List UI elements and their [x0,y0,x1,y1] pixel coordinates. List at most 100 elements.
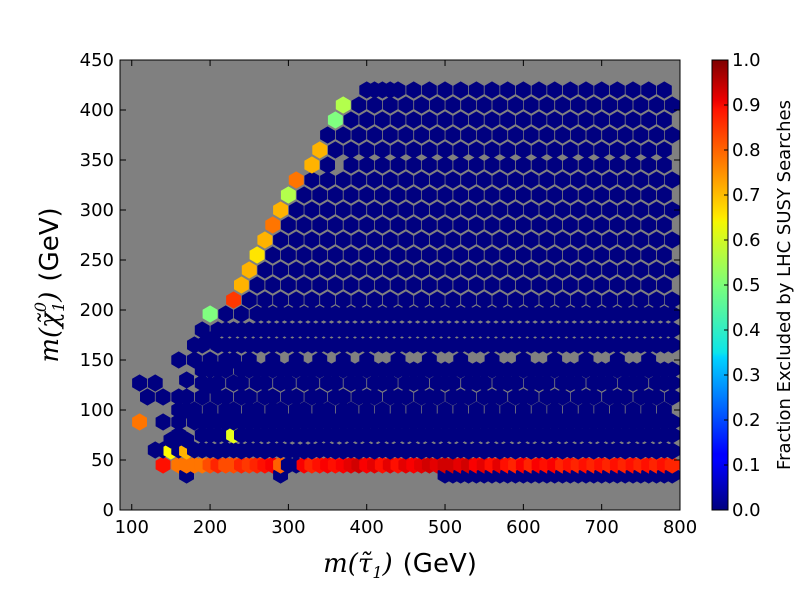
hex-cell [500,246,516,264]
hex-cell [547,156,563,174]
x-tick-label: 300 [271,517,305,538]
hex-cell [625,246,641,264]
hex-cell [461,96,476,114]
hex-cell [461,201,476,219]
hex-cell [280,246,296,264]
hex-cell [367,388,382,406]
hex-cell [429,291,445,309]
hex-cell [484,156,500,174]
hex-cell [304,231,320,249]
hex-cell [398,261,414,279]
hex-cell [523,171,539,189]
hex-cell [273,231,288,249]
hex-cell [304,156,320,174]
hex-cell [531,276,547,294]
hex-cell [398,231,414,249]
hex-cell [288,388,304,406]
hex-cell [562,81,578,99]
hex-cell [586,201,602,219]
hex-cell [625,216,641,234]
hex-cell [453,186,469,204]
x-axis-label: m(τ̃1) (GeV) [323,549,477,582]
hex-cell [320,261,335,279]
hex-cell [327,216,343,234]
hex-cell [656,111,672,129]
hex-cell [468,216,484,234]
hex-cell [351,291,367,309]
hex-cell [187,401,202,419]
hex-cell [265,216,281,234]
y-tick-label: 150 [80,350,114,371]
y-tick-label: 400 [80,100,114,121]
hex-cell [484,186,500,204]
hex-cell [468,186,484,204]
hex-cell [382,231,398,249]
hex-cell [351,171,367,189]
colorbar-tick-label: 0.5 [732,275,761,296]
hex-cell [570,171,586,189]
x-tick-label: 700 [584,517,618,538]
hex-cell [562,276,578,294]
hex-cell [359,216,375,234]
hex-cell [359,186,375,204]
hex-cell [539,201,555,219]
hex-cell [374,401,390,419]
hex-cell [453,111,469,129]
hex-cell [515,186,531,204]
hex-cell [296,186,312,204]
hex-cell [218,388,234,406]
hex-cell [539,96,555,114]
hex-cell [492,291,508,309]
hex-cell [562,111,578,129]
hex-cell [296,216,312,234]
hex-cell [343,246,359,264]
hex-cell [500,156,516,174]
hex-cell [476,171,492,189]
y-tick-label: 350 [80,150,114,171]
hex-cell [437,276,453,294]
hex-cell [320,291,335,309]
hex-cell [594,141,610,159]
hex-cell [374,111,390,129]
hex-cell [586,231,602,249]
hex-cell [343,216,359,234]
hex-cell [492,126,508,144]
hex-cell [633,126,649,144]
hex-cell [508,231,523,249]
hex-cell [453,216,469,234]
hex-cell [218,305,234,323]
hex-cell [664,291,680,309]
y-tick-label: 50 [91,450,114,471]
hex-cell [531,156,547,174]
hex-cell [453,246,469,264]
hex-cell [555,171,570,189]
hex-cell [414,126,429,144]
hex-cell [288,201,304,219]
hex-cell [257,231,273,249]
hex-cell [249,246,265,264]
hex-cell [398,201,414,219]
hex-cell [421,156,437,174]
hex-cell [155,388,171,406]
hex-cell [312,276,328,294]
hex-cell [320,156,335,174]
hex-cell [312,141,328,159]
hex-cell [437,111,453,129]
hex-cell [296,401,312,419]
hex-cell [374,141,390,159]
hex-cell [664,96,680,114]
hex-cell [562,216,578,234]
hex-cell [625,156,641,174]
hex-cell [406,401,422,419]
hex-cell [155,413,171,431]
hex-cell [633,231,649,249]
hex-cell [633,374,649,392]
hex-cell [664,126,680,144]
colorbar-ticks: 0.0 0.1 0.2 0.3 0.4 0.5 0.6 0.7 0.8 0.9 1.0 [724,50,761,521]
hex-cell [500,276,516,294]
hex-cell [523,261,539,279]
hex-cell [594,111,610,129]
hex-cell [484,246,500,264]
hex-cell [359,401,375,419]
hex-cell [461,388,476,406]
